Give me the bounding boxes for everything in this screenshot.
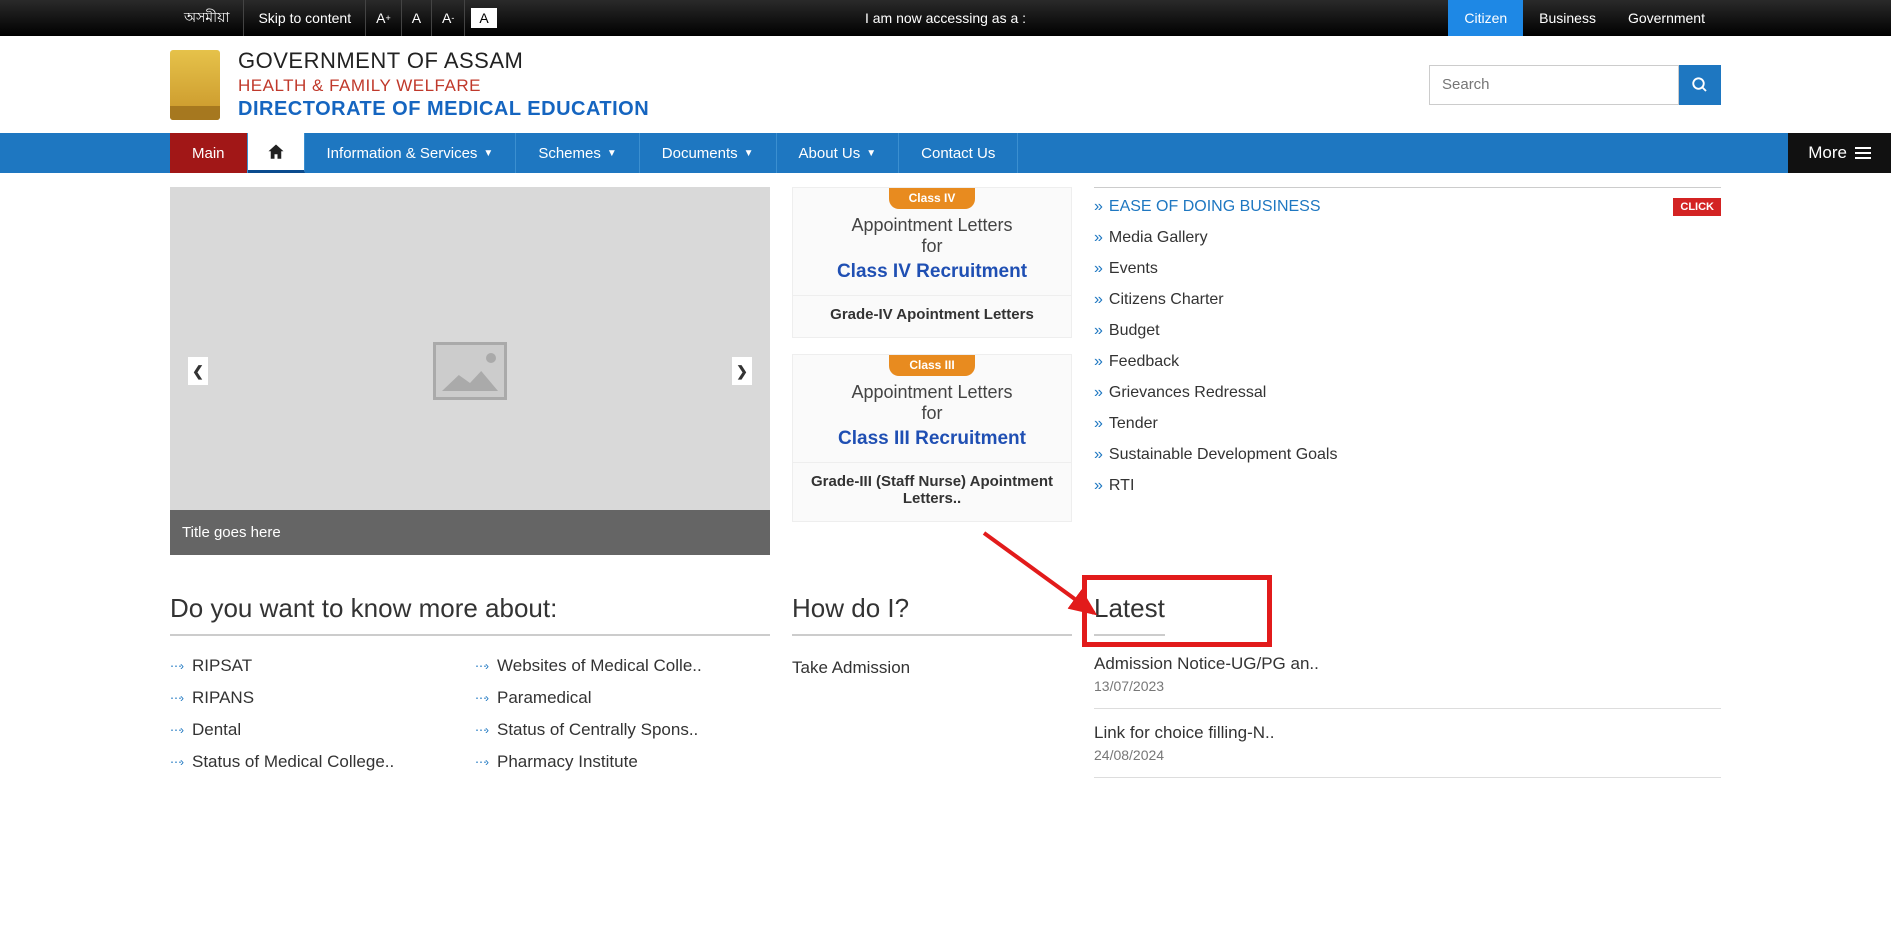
more-about-section: Do you want to know more about: ⋯›RIPSAT…: [170, 593, 770, 788]
hero-slider: ❮ ❯ Title goes here: [170, 187, 770, 555]
latest-item[interactable]: Admission Notice-UG/PG an.. 13/07/2023: [1094, 650, 1721, 709]
latest-item-title: Admission Notice-UG/PG an..: [1094, 654, 1721, 674]
slider-column: ❮ ❯ Title goes here: [170, 187, 770, 555]
more-link-ripans[interactable]: ⋯›RIPANS: [170, 682, 465, 714]
slider-caption: Title goes here: [170, 510, 770, 555]
more-link-paramedical[interactable]: ⋯›Paramedical: [475, 682, 770, 714]
more-link-centrally-spons[interactable]: ⋯›Status of Centrally Spons..: [475, 714, 770, 746]
latest-section: Latest Admission Notice-UG/PG an.. 13/07…: [1094, 593, 1721, 788]
quicklink-feedback[interactable]: »Feedback: [1094, 347, 1721, 378]
chevron-down-icon: ▼: [607, 148, 617, 159]
search-input[interactable]: [1429, 65, 1679, 105]
chevron-down-icon: ▼: [866, 148, 876, 159]
more-link-websites-medical[interactable]: ⋯›Websites of Medical Colle..: [475, 650, 770, 682]
top-utility-bar: অসমীয়া Skip to content A+ A A- A I am n…: [0, 0, 1891, 36]
nav-information-services[interactable]: Information & Services▼: [305, 133, 517, 173]
latest-heading: Latest: [1094, 593, 1165, 636]
quicklink-events[interactable]: »Events: [1094, 254, 1721, 285]
image-placeholder-icon: [433, 342, 507, 400]
chevron-down-icon: ▼: [483, 148, 493, 159]
latest-item[interactable]: Link for choice filling-N.. 24/08/2024: [1094, 719, 1721, 778]
national-emblem-icon: [170, 50, 220, 120]
language-switch[interactable]: অসমীয়া: [170, 0, 244, 36]
card-footer: Grade-III (Staff Nurse) Apointment Lette…: [793, 462, 1071, 521]
click-badge: CLICK: [1673, 198, 1721, 216]
search-button[interactable]: [1679, 65, 1721, 105]
quicklink-ease-of-doing-business[interactable]: »EASE OF DOING BUSINESS CLICK: [1094, 192, 1721, 223]
quicklink-grievances[interactable]: »Grievances Redressal: [1094, 378, 1721, 409]
latest-item-title: Link for choice filling-N..: [1094, 723, 1721, 743]
home-icon: [266, 143, 286, 161]
card-line3: Class IV Recruitment: [803, 261, 1061, 283]
quicklink-budget[interactable]: »Budget: [1094, 316, 1721, 347]
nav-about-us[interactable]: About Us▼: [777, 133, 900, 173]
howdo-take-admission[interactable]: Take Admission: [792, 650, 1072, 686]
card-line1: Appointment Letters: [803, 382, 1061, 403]
nav-main[interactable]: Main: [170, 133, 248, 173]
card-tag: Class IV: [889, 188, 976, 209]
chevron-down-icon: ▼: [744, 148, 754, 159]
quick-links: »EASE OF DOING BUSINESS CLICK »Media Gal…: [1094, 187, 1721, 555]
card-footer: Grade-IV Apointment Letters: [793, 295, 1071, 337]
more-link-dental[interactable]: ⋯›Dental: [170, 714, 465, 746]
role-government[interactable]: Government: [1612, 0, 1721, 36]
search-icon: [1691, 76, 1709, 94]
quicklink-tender[interactable]: »Tender: [1094, 409, 1721, 440]
site-identity: GOVERNMENT OF ASSAM HEALTH & FAMILY WELF…: [238, 48, 649, 121]
card-line3: Class III Recruitment: [803, 428, 1061, 450]
slider-prev[interactable]: ❮: [188, 357, 208, 385]
more-link-ripsat[interactable]: ⋯›RIPSAT: [170, 650, 465, 682]
more-link-pharmacy[interactable]: ⋯›Pharmacy Institute: [475, 746, 770, 778]
how-do-i-heading: How do I?: [792, 593, 1072, 636]
latest-item-date: 24/08/2024: [1094, 747, 1721, 763]
main-nav: Main Information & Services▼ Schemes▼ Do…: [0, 133, 1891, 173]
role-citizen[interactable]: Citizen: [1448, 0, 1523, 36]
quicklink-rti[interactable]: »RTI: [1094, 471, 1721, 502]
skip-to-content[interactable]: Skip to content: [244, 0, 366, 36]
card-tag: Class III: [889, 355, 974, 376]
how-do-i-section: How do I? Take Admission: [792, 593, 1072, 788]
role-tabs: Citizen Business Government: [1448, 0, 1721, 36]
header-line1: GOVERNMENT OF ASSAM: [238, 48, 649, 74]
role-business[interactable]: Business: [1523, 0, 1612, 36]
font-decrease[interactable]: A-: [432, 0, 465, 36]
quicklink-sdg[interactable]: »Sustainable Development Goals: [1094, 440, 1721, 471]
nav-more[interactable]: More: [1788, 133, 1891, 173]
search-form: [1429, 65, 1721, 105]
lower-section: Do you want to know more about: ⋯›RIPSAT…: [0, 585, 1891, 828]
latest-item-date: 13/07/2023: [1094, 678, 1721, 694]
nav-home[interactable]: [248, 133, 305, 173]
contrast-toggle[interactable]: A: [471, 8, 496, 28]
card-class-iii[interactable]: Class III Appointment Letters for Class …: [792, 354, 1072, 522]
nav-contact-us[interactable]: Contact Us: [899, 133, 1018, 173]
hamburger-icon: [1855, 147, 1871, 159]
more-link-status-medical-college[interactable]: ⋯›Status of Medical College..: [170, 746, 465, 778]
header-line2: HEALTH & FAMILY WELFARE: [238, 76, 649, 96]
accessing-label: I am now accessing as a :: [865, 10, 1026, 26]
card-line2: for: [803, 236, 1061, 257]
card-line1: Appointment Letters: [803, 215, 1061, 236]
header-line3: DIRECTORATE OF MEDICAL EDUCATION: [238, 98, 649, 121]
cards-column: Class IV Appointment Letters for Class I…: [792, 187, 1072, 555]
site-header: GOVERNMENT OF ASSAM HEALTH & FAMILY WELF…: [0, 36, 1891, 133]
card-class-iv[interactable]: Class IV Appointment Letters for Class I…: [792, 187, 1072, 338]
card-line2: for: [803, 403, 1061, 424]
more-about-heading: Do you want to know more about:: [170, 593, 770, 636]
quicklink-media-gallery[interactable]: »Media Gallery: [1094, 223, 1721, 254]
font-normal[interactable]: A: [402, 0, 432, 36]
nav-documents[interactable]: Documents▼: [640, 133, 777, 173]
font-increase[interactable]: A+: [366, 0, 402, 36]
quicklink-citizens-charter[interactable]: »Citizens Charter: [1094, 285, 1721, 316]
content-area: ❮ ❯ Title goes here Class IV Appointment…: [0, 173, 1891, 585]
nav-schemes[interactable]: Schemes▼: [516, 133, 639, 173]
slider-next[interactable]: ❯: [732, 357, 752, 385]
